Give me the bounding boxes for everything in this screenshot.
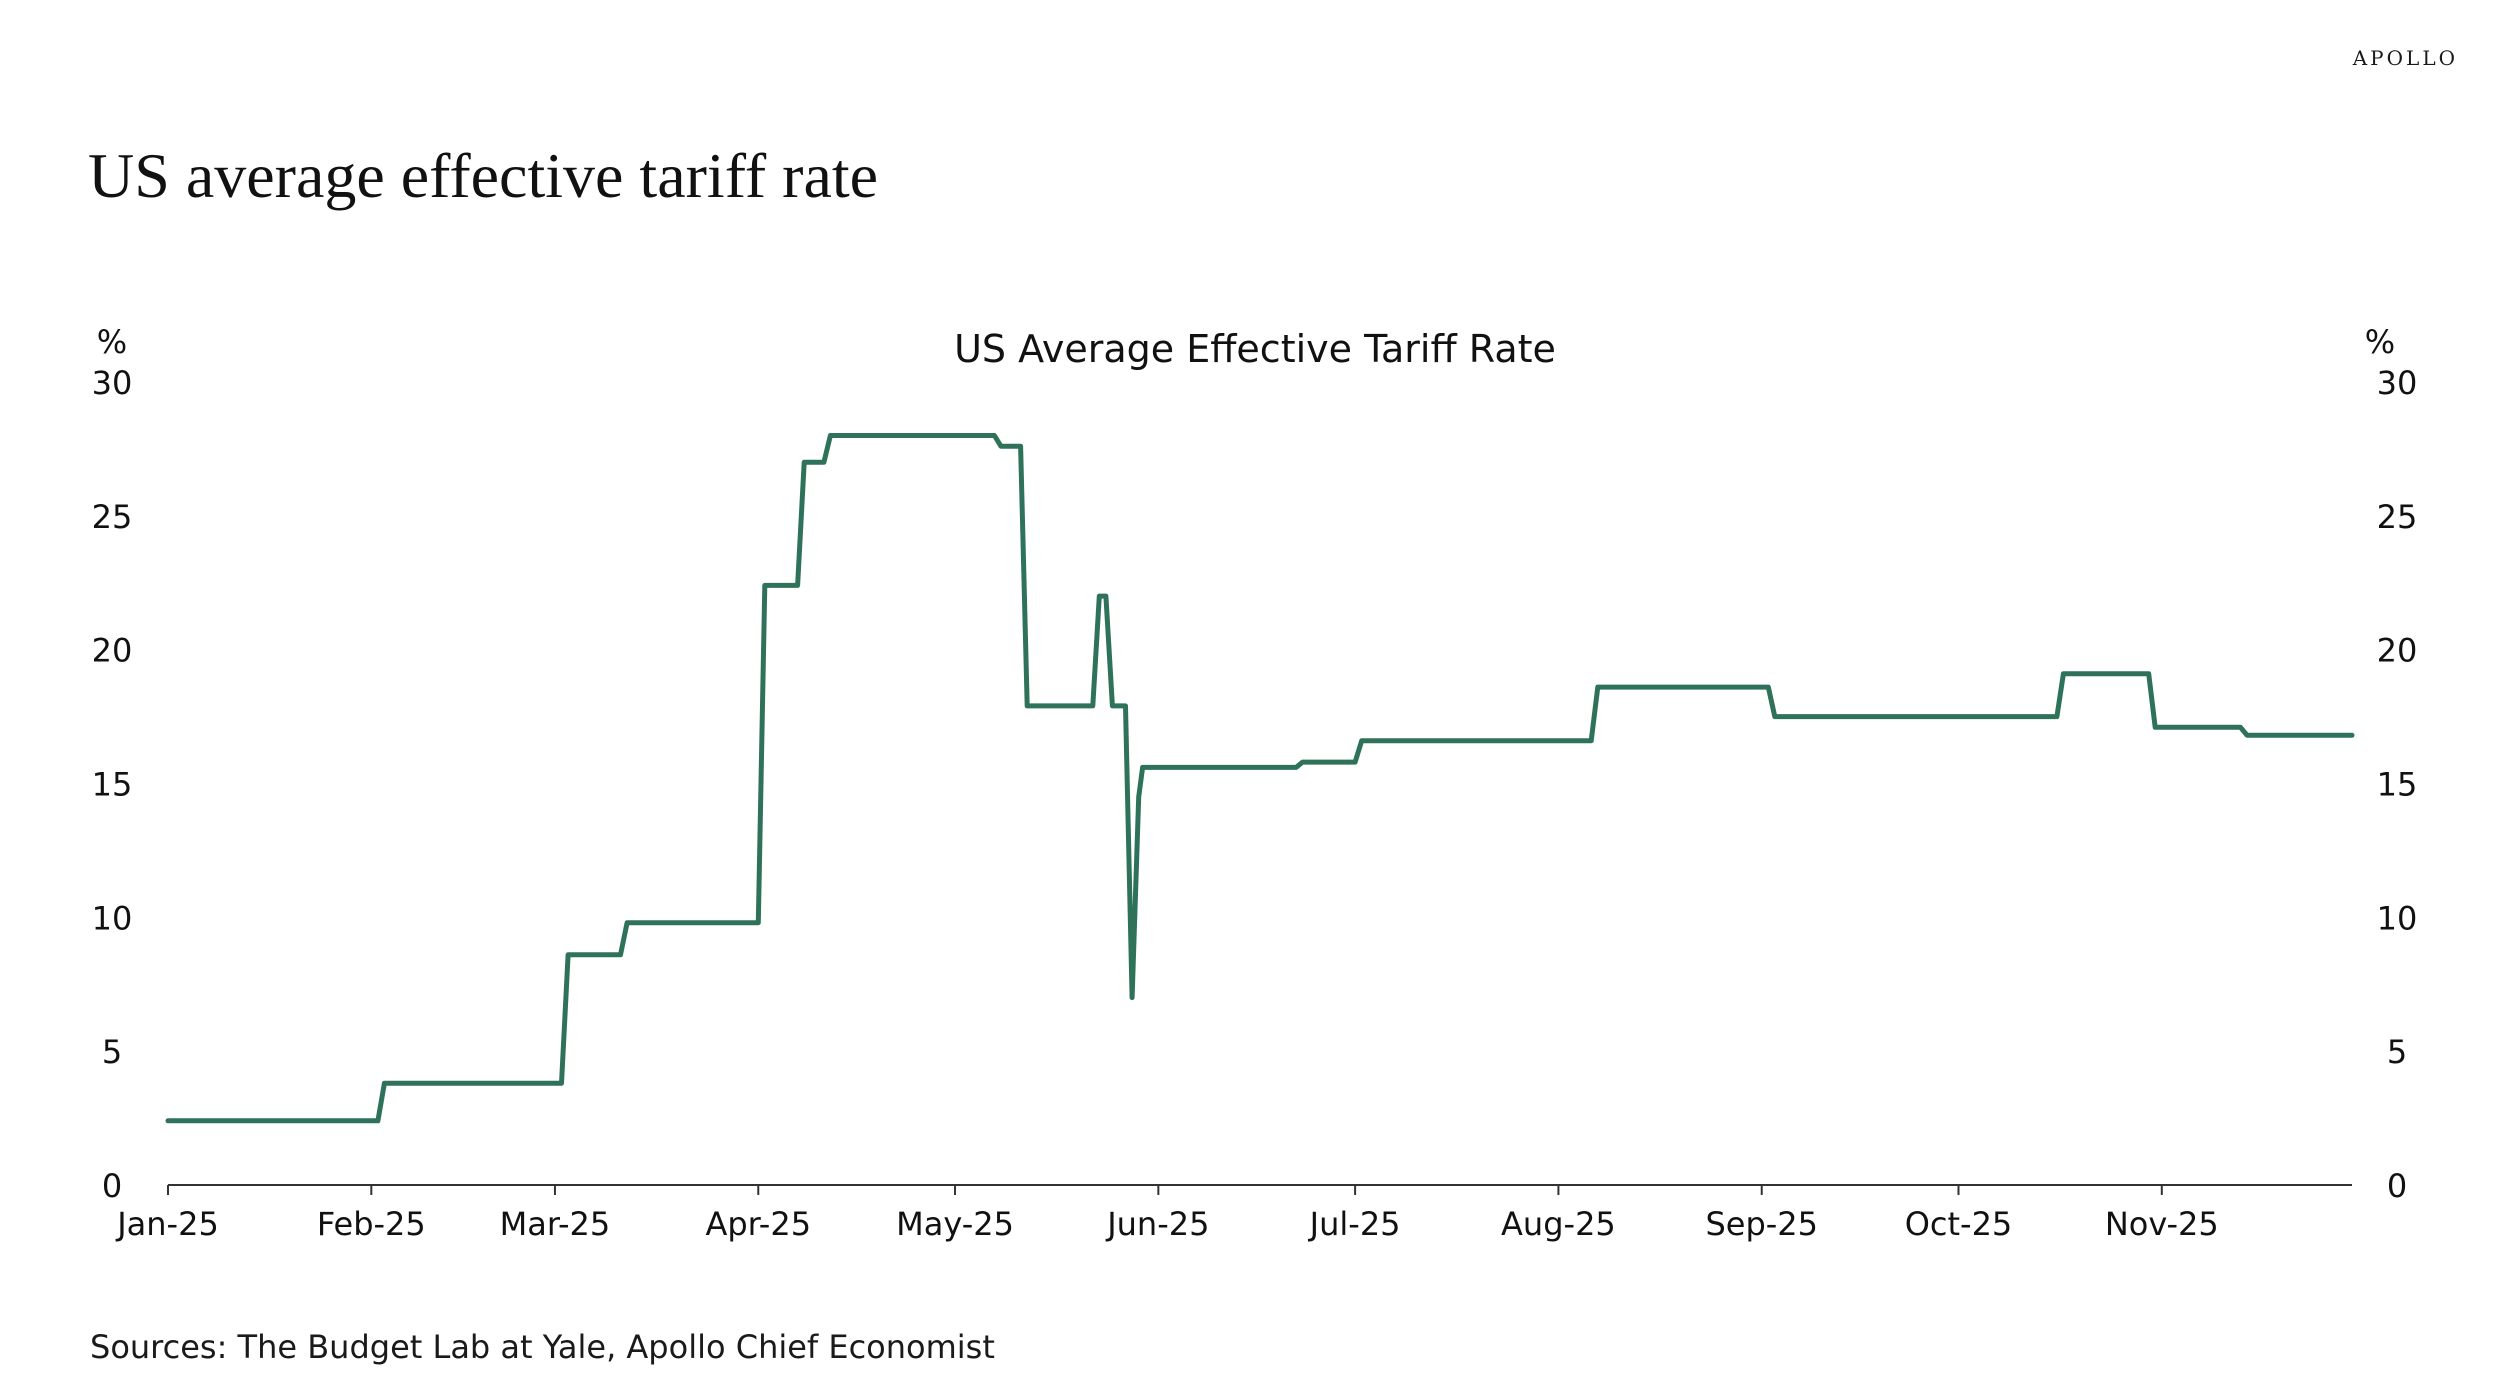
y-tick-label-right: 25 [2377, 498, 2418, 536]
x-tick-label: Nov-25 [2105, 1205, 2219, 1243]
y-tick-label-left: 20 [92, 632, 133, 670]
x-tick-label: Apr-25 [705, 1205, 811, 1243]
y-tick-label-left: 5 [102, 1033, 122, 1071]
y-tick-label-left: 25 [92, 498, 133, 536]
y-tick-label-right: 5 [2387, 1033, 2407, 1071]
sources-note: Sources: The Budget Lab at Yale, Apollo … [90, 1328, 995, 1366]
x-tick-label: May-25 [896, 1205, 1014, 1243]
tariff-rate-line [165, 433, 2355, 1124]
x-tick-label: Mar-25 [500, 1205, 611, 1243]
x-tick-label: Sep-25 [1705, 1205, 1818, 1243]
x-tick-label: Jan-25 [115, 1205, 219, 1243]
y-tick-label-left: 30 [92, 364, 133, 402]
chart-title: US Average Effective Tariff Rate [954, 327, 1556, 371]
tariff-line-chart: US Average Effective Tariff Rate % % 0 5 1… [92, 323, 2418, 1243]
x-tick-label: Jul-25 [1308, 1205, 1401, 1243]
y-tick-label-right: 30 [2377, 364, 2418, 402]
y-axis-unit-left: % [97, 323, 127, 361]
y-tick-label-right: 0 [2387, 1167, 2407, 1205]
y-tick-label-left: 0 [102, 1167, 122, 1205]
x-tick-label: Aug-25 [1501, 1205, 1616, 1243]
y-tick-label-right: 10 [2377, 899, 2418, 937]
y-tick-label-right: 20 [2377, 632, 2418, 670]
x-tick-label: Jun-25 [1105, 1205, 1209, 1243]
apollo-logo: APOLLO [2352, 46, 2458, 70]
page-title: US average effective tariff rate [88, 139, 879, 211]
y-tick-label-right: 15 [2377, 766, 2418, 804]
x-tick-label: Feb-25 [317, 1205, 426, 1243]
y-tick-label-left: 15 [92, 766, 133, 804]
y-axis-unit-right: % [2365, 323, 2395, 361]
y-tick-label-left: 10 [92, 899, 133, 937]
x-tick-label: Oct-25 [1905, 1205, 2013, 1243]
